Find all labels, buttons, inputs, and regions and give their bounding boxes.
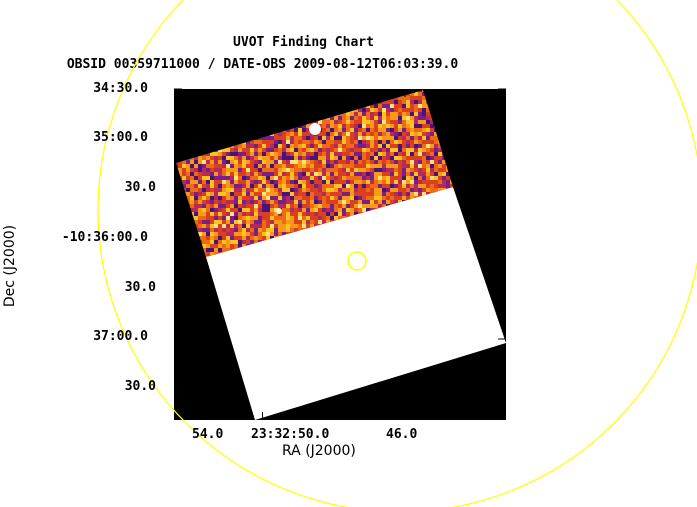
ytick-label: -10:36:00.0 [61,230,148,245]
xtick-label: 46.0 [386,427,418,442]
axis-ticks [174,88,506,420]
faint-source [276,208,282,214]
ytick-label: 35:00.0 [93,130,148,145]
ytick-label: 34:30.0 [93,81,148,96]
target-circle [347,251,367,271]
error-circle [97,0,697,507]
y-axis-title: Dec (J2000) [2,224,18,308]
ytick-label: 30.0 [124,379,156,394]
ytick-label: 37:00.0 [93,329,148,344]
bright-source [309,123,321,135]
ytick-label: 30.0 [124,280,156,295]
chart-title: UVOT Finding Chart [233,35,374,50]
ytick-label: 30.0 [124,180,156,195]
xtick-label: 54.0 [192,427,224,442]
xtick-label: 23:32:50.0 [251,427,330,442]
chart-subtitle: OBSID 00359711000 / DATE-OBS 2009-08-12T… [66,57,459,72]
masked-region [206,187,506,420]
x-axis-title: RA (J2000) [282,443,356,459]
